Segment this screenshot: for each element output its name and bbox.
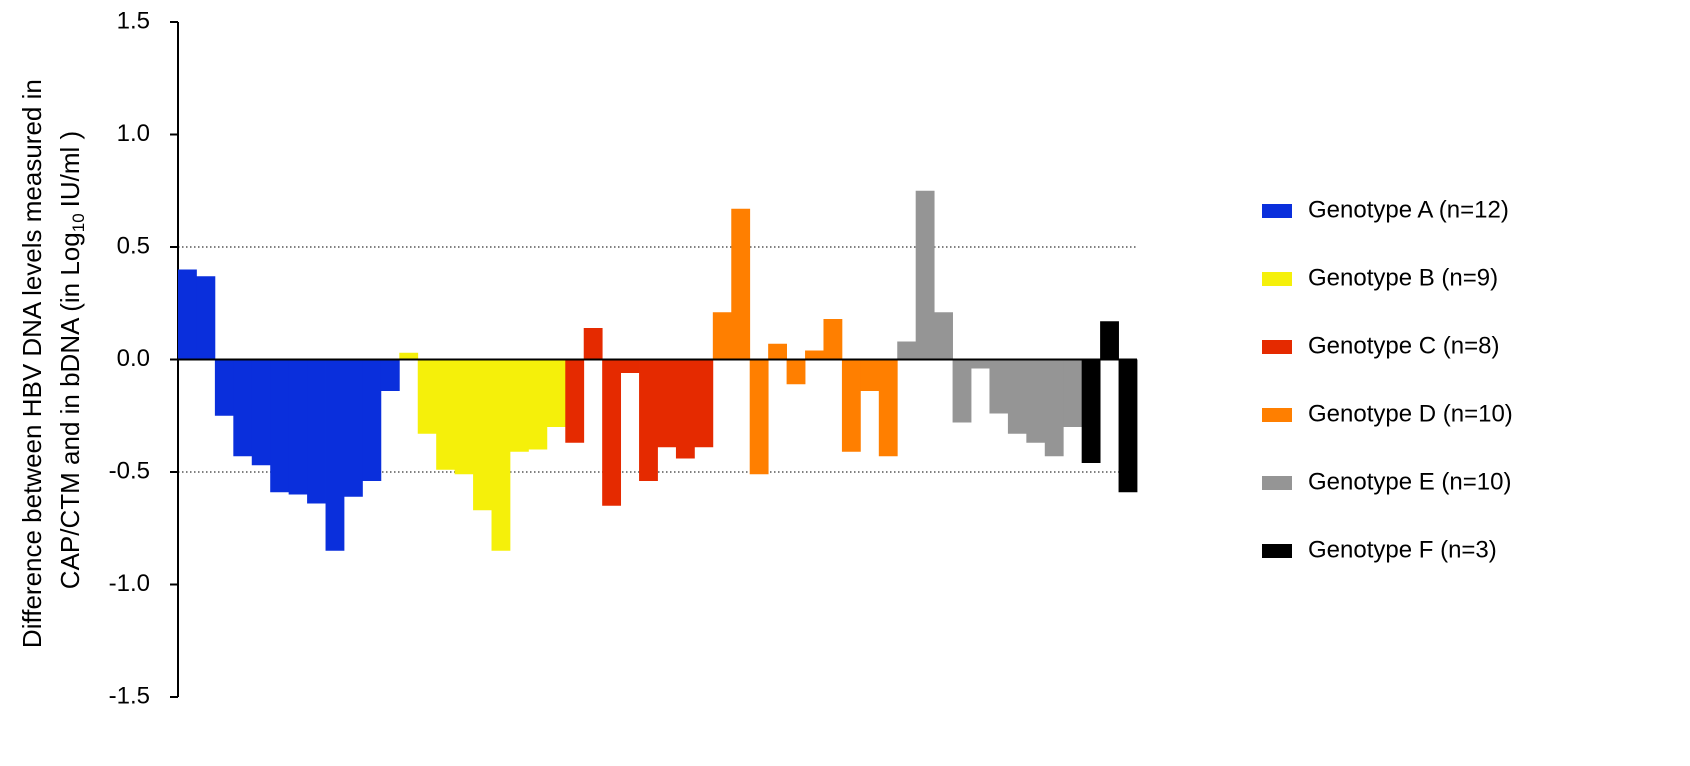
- bar: [841, 359, 861, 452]
- legend-swatch: [1262, 476, 1292, 490]
- bar: [915, 190, 935, 360]
- bar: [270, 359, 290, 493]
- y-axis-label-line: Difference between HBV DNA levels measur…: [17, 79, 47, 648]
- bar: [602, 359, 622, 506]
- bar: [178, 269, 197, 360]
- bar: [528, 359, 548, 450]
- bar: [1081, 359, 1101, 463]
- y-tick-label: -0.5: [109, 457, 150, 484]
- bar: [952, 359, 972, 423]
- bar: [546, 359, 566, 427]
- bar: [233, 359, 253, 457]
- y-tick-label: 0.0: [117, 345, 150, 372]
- bar: [307, 359, 326, 504]
- bar: [786, 359, 806, 385]
- bar: [325, 359, 345, 551]
- legend-label: Genotype A (n=12): [1308, 196, 1509, 223]
- legend-label: Genotype B (n=9): [1308, 264, 1498, 291]
- legend-label: Genotype E (n=10): [1308, 468, 1511, 495]
- bar: [1063, 359, 1083, 427]
- legend-label: Genotype F (n=3): [1308, 536, 1497, 563]
- bar: [639, 359, 658, 481]
- bar: [1007, 359, 1027, 434]
- bar: [860, 359, 880, 391]
- legend-label: Genotype D (n=10): [1308, 400, 1513, 427]
- bar: [823, 319, 843, 360]
- y-axis-label-subscript: 10: [69, 213, 88, 232]
- bar: [473, 359, 492, 511]
- bar: [509, 359, 529, 452]
- bar: [214, 359, 234, 416]
- y-axis-label-line: CAP/CTM and in bDNA (in Log: [55, 232, 85, 589]
- bar: [380, 359, 400, 391]
- bar: [1044, 359, 1064, 457]
- bar: [436, 359, 456, 470]
- legend-swatch: [1262, 544, 1292, 558]
- bar: [971, 359, 990, 369]
- legend-swatch: [1262, 272, 1292, 286]
- legend-swatch: [1262, 340, 1292, 354]
- bar: [1118, 359, 1138, 493]
- legend-swatch: [1262, 408, 1292, 422]
- bar: [1100, 321, 1119, 360]
- bar: [454, 359, 474, 475]
- bar: [712, 312, 732, 360]
- y-tick-label: 1.5: [117, 7, 150, 34]
- bar: [657, 359, 677, 448]
- bar: [805, 350, 824, 360]
- bar: [417, 359, 437, 434]
- bar: [288, 359, 308, 495]
- bar: [583, 328, 603, 360]
- bar: [897, 341, 917, 360]
- bar: [251, 359, 271, 466]
- bar: [620, 359, 640, 373]
- bar: [934, 312, 953, 360]
- bar: [565, 359, 585, 443]
- bar: [399, 352, 419, 360]
- y-axis-label: Difference between HBV DNA levels measur…: [17, 72, 89, 648]
- bar: [731, 208, 751, 360]
- bar: [491, 359, 511, 551]
- bar: [196, 276, 216, 360]
- bar: [362, 359, 382, 481]
- y-tick-label: -1.0: [109, 570, 150, 597]
- bar: [749, 359, 769, 475]
- y-tick-label: 0.5: [117, 232, 150, 259]
- y-tick-label: -1.5: [109, 682, 150, 709]
- legend-swatch: [1262, 204, 1292, 218]
- bar: [675, 359, 695, 459]
- bar: [989, 359, 1009, 414]
- y-tick-label: 1.0: [117, 120, 150, 147]
- bar: [768, 343, 787, 360]
- bar: [878, 359, 898, 457]
- y-axis-label-line: IU/ml ): [55, 131, 85, 208]
- bar: [1026, 359, 1046, 443]
- bar: [343, 359, 363, 497]
- bar: [694, 359, 714, 448]
- legend-label: Genotype C (n=8): [1308, 332, 1499, 359]
